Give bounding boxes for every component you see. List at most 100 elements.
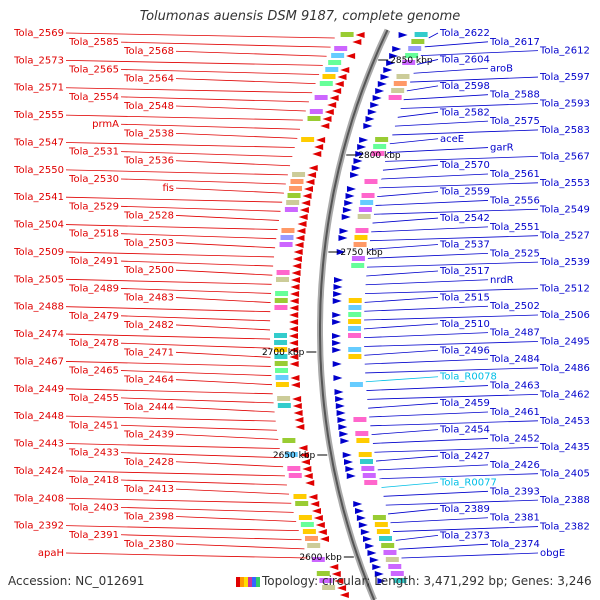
gene-label[interactable]: Tola_2539 [539, 257, 590, 268]
gene-label[interactable]: Tola_2510 [439, 319, 490, 330]
gene-label[interactable]: Tola_2413 [123, 484, 174, 495]
gene-label[interactable]: Tola_2515 [439, 292, 490, 303]
gene-label[interactable]: Tola_2484 [489, 354, 540, 365]
gene-label[interactable]: nrdR [490, 275, 514, 286]
gene-label[interactable]: Tola_2433 [68, 448, 119, 459]
gene-label[interactable]: Tola_2408 [13, 493, 64, 504]
gene-label[interactable]: Tola_2500 [123, 265, 174, 276]
gene-label[interactable]: Tola_2525 [489, 248, 540, 259]
gene-label[interactable]: Tola_2538 [123, 128, 174, 139]
gene-label[interactable]: Tola_2502 [489, 301, 540, 312]
gene-label[interactable]: Tola_2439 [123, 429, 174, 440]
gene-label[interactable]: Tola_2453 [539, 416, 590, 427]
gene-label[interactable]: Tola_2551 [489, 222, 540, 233]
gene-label[interactable]: Tola_2388 [539, 495, 590, 506]
gene-label[interactable]: Tola_2373 [439, 530, 490, 541]
gene-label[interactable]: Tola_2547 [13, 137, 64, 148]
gene-label[interactable]: Tola_2604 [439, 54, 490, 65]
gene-label[interactable]: Tola_2471 [123, 347, 174, 358]
gene-label[interactable]: Tola_2405 [539, 469, 590, 480]
gene-label[interactable]: Tola_2564 [123, 74, 174, 85]
gene-label[interactable]: Tola_2549 [539, 204, 590, 215]
gene-label[interactable]: Tola_2487 [489, 328, 540, 339]
gene-label[interactable]: Tola_2374 [489, 539, 540, 550]
gene-label[interactable]: aceE [440, 134, 464, 145]
gene-label[interactable]: Tola_2464 [123, 375, 174, 386]
gene-label[interactable]: Tola_2418 [68, 475, 119, 486]
gene-label[interactable]: Tola_2451 [68, 420, 119, 431]
gene-label[interactable]: Tola_2559 [439, 187, 490, 198]
gene-label[interactable]: Tola_2561 [489, 169, 540, 180]
gene-label[interactable]: Tola_2593 [539, 99, 590, 110]
gene-label[interactable]: Tola_R0078 [439, 372, 497, 383]
gene-label[interactable]: Tola_2495 [539, 336, 590, 347]
gene-label[interactable]: Tola_2518 [68, 229, 119, 240]
gene-label[interactable]: apaH [38, 548, 64, 559]
gene-label[interactable]: Tola_2479 [68, 311, 119, 322]
gene-label[interactable]: Tola_2455 [68, 393, 119, 404]
gene-label[interactable]: Tola_2483 [123, 293, 174, 304]
gene-label[interactable]: Tola_2382 [539, 522, 590, 533]
gene-label[interactable]: Tola_2588 [489, 90, 540, 101]
gene-label[interactable]: Tola_2555 [13, 110, 64, 121]
gene-label[interactable]: Tola_2530 [68, 174, 119, 185]
gene-label[interactable]: Tola_2435 [539, 442, 590, 453]
gene-label[interactable]: Tola_2541 [13, 192, 64, 203]
gene-label[interactable]: Tola_2474 [13, 329, 64, 340]
gene-label[interactable]: Tola_2570 [439, 160, 490, 171]
gene-label[interactable]: Tola_2503 [123, 238, 174, 249]
gene-label[interactable]: Tola_2389 [439, 504, 490, 515]
gene-label[interactable]: Tola_2569 [13, 28, 64, 39]
gene-label[interactable]: Tola_2426 [489, 460, 540, 471]
gene-label[interactable]: garR [490, 143, 514, 154]
gene-label[interactable]: Tola_2506 [539, 310, 590, 321]
gene-label[interactable]: Tola_2597 [539, 72, 590, 83]
gene-label[interactable]: Tola_2380 [123, 539, 174, 550]
gene-label[interactable]: obgE [540, 548, 565, 559]
gene-label[interactable]: Tola_2565 [68, 64, 119, 75]
gene-label[interactable]: Tola_2612 [539, 46, 590, 57]
gene-label[interactable]: Tola_2424 [13, 466, 64, 477]
gene-label[interactable]: Tola_2448 [13, 411, 64, 422]
gene-label[interactable]: Tola_2381 [489, 513, 540, 524]
gene-label[interactable]: Tola_2573 [13, 55, 64, 66]
gene-label[interactable]: Tola_2556 [489, 195, 540, 206]
gene-label[interactable]: Tola_2512 [539, 284, 590, 295]
gene-label[interactable]: Tola_2444 [123, 402, 174, 413]
gene-label[interactable]: aroB [490, 63, 513, 74]
gene-label[interactable]: Tola_2583 [539, 125, 590, 136]
gene-label[interactable]: Tola_2398 [123, 512, 174, 523]
gene-label[interactable]: Tola_2617 [489, 37, 540, 48]
gene-label[interactable]: Tola_2482 [123, 320, 174, 331]
gene-label[interactable]: Tola_2567 [539, 151, 590, 162]
gene-label[interactable]: Tola_2582 [439, 107, 490, 118]
gene-label[interactable]: prmA [92, 119, 119, 130]
gene-label[interactable]: Tola_2392 [13, 521, 64, 532]
gene-label[interactable]: Tola_2575 [489, 116, 540, 127]
gene-label[interactable]: Tola_2489 [68, 283, 119, 294]
gene-label[interactable]: Tola_2536 [123, 156, 174, 167]
gene-label[interactable]: Tola_2496 [439, 345, 490, 356]
gene-label[interactable]: Tola_2491 [68, 256, 119, 267]
gene-label[interactable]: Tola_2488 [13, 302, 64, 313]
gene-label[interactable]: Tola_R0077 [439, 477, 497, 488]
gene-label[interactable]: Tola_2428 [123, 457, 174, 468]
gene-label[interactable]: Tola_2393 [489, 486, 540, 497]
gene-label[interactable]: Tola_2554 [68, 92, 119, 103]
gene-label[interactable]: Tola_2467 [13, 356, 64, 367]
gene-label[interactable]: Tola_2529 [68, 201, 119, 212]
gene-label[interactable]: Tola_2553 [539, 178, 590, 189]
gene-label[interactable]: Tola_2452 [489, 433, 540, 444]
gene-label[interactable]: Tola_2449 [13, 384, 64, 395]
gene-label[interactable]: Tola_2478 [68, 338, 119, 349]
gene-label[interactable]: Tola_2622 [439, 28, 490, 39]
gene-label[interactable]: Tola_2504 [13, 220, 64, 231]
gene-label[interactable]: Tola_2465 [68, 366, 119, 377]
gene-label[interactable]: Tola_2463 [489, 381, 540, 392]
gene-label[interactable]: Tola_2550 [13, 165, 64, 176]
gene-label[interactable]: fis [162, 183, 174, 194]
gene-label[interactable]: Tola_2528 [123, 210, 174, 221]
gene-label[interactable]: Tola_2509 [13, 247, 64, 258]
gene-label[interactable]: Tola_2598 [439, 81, 490, 92]
gene-label[interactable]: Tola_2548 [123, 101, 174, 112]
